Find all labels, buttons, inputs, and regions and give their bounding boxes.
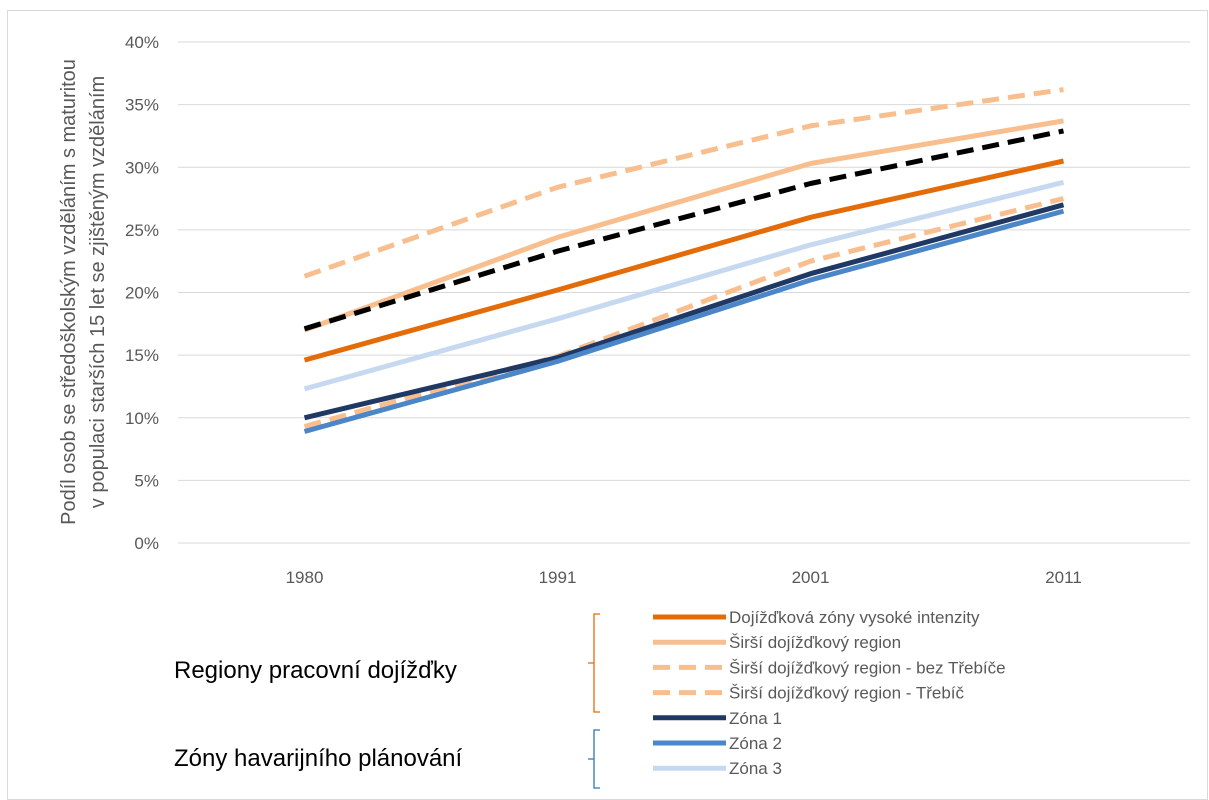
y-tick-label: 10% bbox=[125, 409, 159, 428]
legend-label: Širší dojížďkový region - bez Třebíče bbox=[729, 658, 1006, 677]
series-line bbox=[303, 118, 1064, 333]
x-tick-label: 2011 bbox=[1045, 568, 1082, 587]
legend-group-bracket bbox=[588, 729, 600, 789]
y-axis-label-line: v populaci starších 15 let se zjištěným … bbox=[87, 76, 109, 508]
y-axis-label: Podíl osob se středoškolským vzděláním s… bbox=[58, 59, 109, 525]
series-lines bbox=[303, 87, 1065, 434]
legend: Dojížďková zóny vysoké intenzity Širší do… bbox=[653, 608, 1006, 778]
series-line bbox=[303, 128, 1065, 332]
legend-label: Zóna 3 bbox=[729, 759, 782, 778]
y-tick-label: 5% bbox=[134, 471, 159, 490]
series-line bbox=[303, 208, 1065, 434]
y-axis-label-line: Podíl osob se středoškolským vzděláním s… bbox=[58, 59, 80, 525]
legend-label: Širší dojížďkový region - Třebíč bbox=[729, 684, 964, 703]
series-line bbox=[303, 179, 1065, 392]
y-tick-label: 25% bbox=[125, 221, 159, 240]
legend-groups: Regiony pracovní dojížďky Zóny havarijníh… bbox=[174, 613, 600, 789]
series-line bbox=[303, 158, 1065, 363]
legend-label: Dojížďková zóny vysoké intenzity bbox=[729, 608, 980, 627]
y-tick-label: 0% bbox=[134, 534, 159, 553]
series-line bbox=[303, 202, 1065, 421]
y-tick-label: 40% bbox=[125, 33, 159, 52]
series-line bbox=[303, 87, 1064, 279]
x-tick-label: 2001 bbox=[792, 568, 830, 587]
legend-label: Zóna 1 bbox=[729, 709, 782, 728]
gridlines bbox=[178, 41, 1190, 544]
legend-group-label: Zóny havarijního plánování bbox=[174, 745, 463, 772]
y-tick-label: 15% bbox=[125, 346, 159, 365]
y-axis-ticks: 0% 5% 10% 15% 20% 25% 30% 35% 40% bbox=[125, 33, 159, 553]
y-tick-label: 20% bbox=[125, 284, 159, 303]
legend-group-label: Regiony pracovní dojížďky bbox=[174, 657, 457, 684]
legend-group-bracket bbox=[588, 613, 600, 713]
y-tick-label: 30% bbox=[125, 158, 159, 177]
x-axis-ticks: 1980 1991 2001 2011 bbox=[286, 568, 1082, 587]
legend-label: Širší dojížďkový region bbox=[729, 633, 901, 652]
series-line bbox=[303, 196, 1065, 429]
y-tick-label: 35% bbox=[125, 96, 159, 115]
x-tick-label: 1991 bbox=[539, 568, 577, 587]
x-tick-label: 1980 bbox=[286, 568, 324, 587]
legend-label: Zóna 2 bbox=[729, 734, 782, 753]
